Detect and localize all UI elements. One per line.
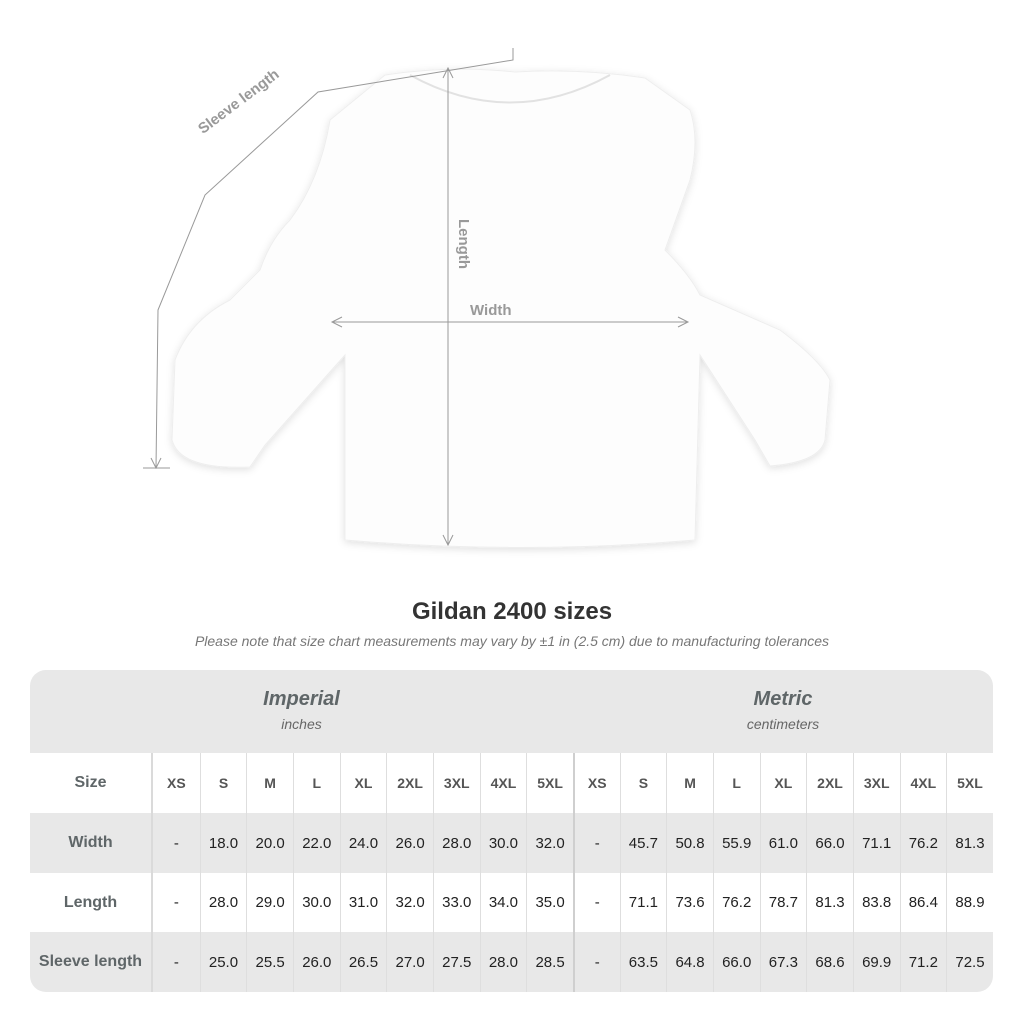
imperial-header: Imperial inches	[30, 670, 573, 753]
metric-size-header: 5XL	[946, 753, 993, 813]
metric-value-cell: 61.0	[759, 813, 807, 873]
imperial-value-cell: 26.0	[386, 813, 433, 873]
metric-value-cell: 66.0	[806, 813, 853, 873]
imperial-value-cell: 22.0	[292, 813, 340, 873]
imperial-value-cell: 34.0	[479, 873, 527, 932]
imperial-size-header: 3XL	[432, 753, 480, 813]
metric-unit: centimeters	[746, 716, 820, 732]
imperial-value-cell: 26.5	[339, 932, 387, 992]
imperial-size-header: 2XL	[386, 753, 433, 813]
table-row: Sleeve length -25.0 25.5 26.0 26.5 27.0 27.5 28…	[30, 932, 993, 992]
metric-value-cell: 66.0	[712, 932, 760, 992]
imperial-value-cell: 28.0	[432, 813, 480, 873]
imperial-value-cell: 32.0	[526, 813, 573, 873]
metric-value-cell: 72.5	[946, 932, 993, 992]
metric-value-cell: 88.9	[946, 873, 993, 932]
imperial-value-cell: 28.0	[479, 932, 527, 992]
metric-value-cell: -	[572, 932, 620, 992]
imperial-value-cell: 35.0	[526, 873, 573, 932]
imperial-size-header: 4XL	[479, 753, 527, 813]
shirt-image	[171, 68, 831, 548]
metric-value-cell: 81.3	[806, 873, 853, 932]
size-header-row: Size XS S M L XL 2XL 3XL 4XL 5XL XS S M L XL 2XL 3XL 4XL 5…	[30, 753, 993, 813]
metric-size-header: M	[666, 753, 713, 813]
metric-size-header: 4XL	[899, 753, 947, 813]
metric-value-cell: 73.6	[666, 873, 713, 932]
metric-value-cell: 81.3	[946, 813, 993, 873]
tolerance-note: Please note that size chart measurements…	[194, 633, 830, 649]
metric-value-cell: -	[572, 813, 620, 873]
imperial-value-cell: 26.0	[292, 932, 340, 992]
imperial-size-header: S	[199, 753, 247, 813]
length-label: Length	[455, 219, 472, 269]
metric-value-cell: 76.2	[712, 873, 760, 932]
imperial-value-cell: -	[173, 834, 179, 852]
row-label: Sleeve length	[30, 932, 153, 992]
imperial-size-header: XS	[166, 775, 186, 791]
imperial-value-cell: 32.0	[386, 873, 433, 932]
imperial-value-cell: 33.0	[432, 873, 480, 932]
size-table: Imperial inches Metric centimeters Size X…	[30, 670, 993, 992]
metric-value-cell: 68.6	[806, 932, 853, 992]
imperial-value-cell: -	[173, 953, 179, 971]
metric-value-cell: 71.1	[852, 813, 900, 873]
metric-value-cell: 71.2	[899, 932, 947, 992]
imperial-value-cell: 27.5	[432, 932, 480, 992]
imperial-value-cell: 28.0	[199, 873, 247, 932]
imperial-value-cell: 24.0	[339, 813, 387, 873]
metric-value-cell: 76.2	[899, 813, 947, 873]
shirt-diagram	[143, 48, 831, 548]
imperial-value-cell: 30.0	[292, 873, 340, 932]
imperial-value-cell: 25.0	[199, 932, 247, 992]
metric-header: Metric centimeters	[573, 670, 993, 753]
metric-value-cell: 78.7	[759, 873, 807, 932]
imperial-value-cell: 31.0	[339, 873, 387, 932]
imperial-unit: inches	[281, 716, 322, 732]
metric-value-cell: 64.8	[666, 932, 713, 992]
metric-size-header: S	[619, 753, 667, 813]
row-label: Size	[30, 753, 153, 813]
metric-value-cell: 67.3	[759, 932, 807, 992]
imperial-value-cell: 20.0	[246, 813, 293, 873]
table-row: Width -18.0 20.0 22.0 24.0 26.0 28.0 30.0 32.0-4…	[30, 813, 993, 873]
imperial-value-cell: 25.5	[246, 932, 293, 992]
imperial-value-cell: 29.0	[246, 873, 293, 932]
metric-value-cell: -	[572, 873, 620, 932]
imperial-size-header: XL	[339, 753, 387, 813]
imperial-value-cell: 18.0	[199, 813, 247, 873]
metric-value-cell: 86.4	[899, 873, 947, 932]
metric-size-header: XL	[759, 753, 807, 813]
metric-value-cell: 83.8	[852, 873, 900, 932]
imperial-value-cell: 30.0	[479, 813, 527, 873]
metric-size-header: L	[712, 753, 760, 813]
metric-value-cell: 50.8	[666, 813, 713, 873]
metric-title: Metric	[753, 688, 813, 710]
metric-value-cell: 45.7	[619, 813, 667, 873]
metric-value-cell: 63.5	[619, 932, 667, 992]
imperial-value-cell: 27.0	[386, 932, 433, 992]
imperial-size-header: 5XL	[526, 753, 573, 813]
row-label: Length	[30, 873, 153, 932]
row-label: Width	[30, 813, 153, 873]
metric-size-header: 2XL	[806, 753, 853, 813]
metric-size-header: 3XL	[852, 753, 900, 813]
imperial-value-cell: -	[173, 894, 179, 911]
sleeve-length-line	[155, 48, 514, 469]
imperial-title: Imperial	[263, 688, 340, 710]
metric-value-cell: 55.9	[712, 813, 760, 873]
imperial-size-header: M	[246, 753, 293, 813]
metric-value-cell: 69.9	[852, 932, 900, 992]
metric-size-header: XS	[572, 753, 620, 813]
imperial-size-header: L	[292, 753, 340, 813]
width-label: Width	[470, 302, 512, 319]
imperial-value-cell: 28.5	[526, 932, 573, 992]
metric-value-cell: 71.1	[619, 873, 667, 932]
table-row: Length -28.0 29.0 30.0 31.0 32.0 33.0 34.0 35.0-…	[30, 873, 993, 932]
page-title: Gildan 2400 sizes	[411, 598, 613, 625]
